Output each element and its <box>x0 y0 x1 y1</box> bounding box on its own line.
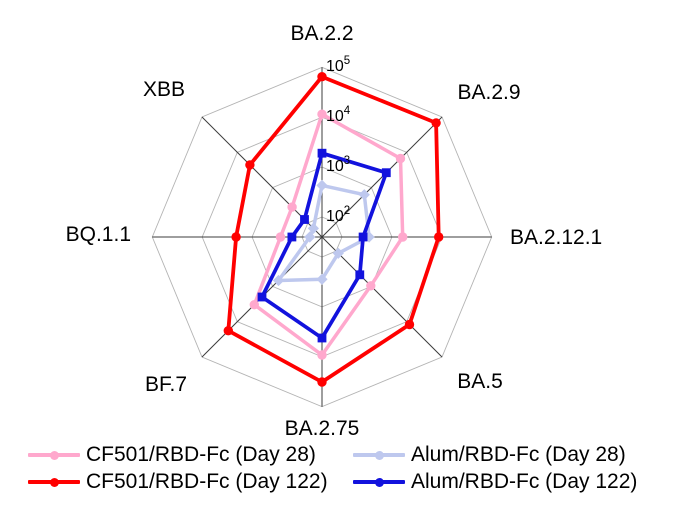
radial-tick-1e4: 104 <box>326 105 351 125</box>
axis-label-bf-7: BF.7 <box>145 373 187 396</box>
series-1-marker <box>431 118 441 128</box>
axis-label-xbb: XBB <box>143 78 185 101</box>
series-2-marker <box>307 222 319 234</box>
legend-swatch-blue <box>353 475 405 489</box>
legend-label: CF501/RBD-Fc (Day 28) <box>86 443 316 466</box>
legend-swatch-lightblue <box>353 448 405 462</box>
legend-swatch-red <box>28 475 80 489</box>
series-layer <box>223 72 444 387</box>
series-2-marker <box>304 231 316 243</box>
series-0-marker <box>395 153 406 164</box>
axis-label-ba-5: BA.5 <box>457 370 503 393</box>
axis-label-bq-1-1: BQ.1.1 <box>66 223 131 246</box>
series-3-marker <box>287 232 297 242</box>
radial-tick-1e5: 105 <box>326 55 350 75</box>
series-0-marker <box>287 202 297 212</box>
series-2-marker <box>272 274 285 287</box>
series-1-marker <box>245 160 255 170</box>
series-2-marker <box>316 273 328 285</box>
series-line-3 <box>259 150 389 341</box>
axis-label-ba-2-2: BA.2.2 <box>290 22 353 45</box>
radial-tick-1e3: 103 <box>326 155 350 175</box>
series-1-marker <box>317 72 327 82</box>
legend-label: CF501/RBD-Fc (Day 122) <box>86 470 328 493</box>
series-3-marker <box>257 292 267 302</box>
radial-tick-labels: 105 104 103 102 <box>326 55 351 225</box>
series-0-marker <box>317 109 327 119</box>
series-0-marker <box>275 232 286 242</box>
legend-item-cf501-day122: CF501/RBD-Fc (Day 122) <box>28 471 328 493</box>
series-0-marker <box>366 281 376 291</box>
legend-item-cf501-day28: CF501/RBD-Fc (Day 28) <box>28 444 316 466</box>
series-0-marker <box>317 350 327 360</box>
series-3-marker <box>355 270 365 280</box>
axis-spoke-ba.5 <box>321 236 443 358</box>
series-3-marker <box>358 232 368 242</box>
series-0-marker <box>398 232 408 242</box>
legend-swatch-pink <box>28 448 80 462</box>
legend-item-alum-day122: Alum/RBD-Fc (Day 122) <box>353 471 637 493</box>
series-1-marker <box>434 232 444 242</box>
series-1-marker <box>317 377 327 387</box>
series-2-marker <box>316 179 328 191</box>
axis-label-ba-2-9: BA.2.9 <box>457 81 520 104</box>
series-1-marker <box>231 232 241 242</box>
axis-label-ba-2-12-1: BA.2.12.1 <box>510 226 602 249</box>
series-2-marker <box>363 231 375 243</box>
axis-label-ba-2-75: BA.2.75 <box>285 417 360 440</box>
series-3-marker <box>381 168 391 178</box>
series-2-marker <box>358 189 370 201</box>
radial-tick-1e2: 102 <box>326 205 350 225</box>
radar-chart: BA.2.2 BA.2.9 BA.2.12.1 BA.5 BA.2.75 BF.… <box>66 22 603 440</box>
series-3-marker <box>317 148 327 158</box>
series-1-marker <box>404 319 415 330</box>
legend-label: Alum/RBD-Fc (Day 28) <box>411 443 626 466</box>
series-3-marker <box>300 215 309 224</box>
series-0-marker <box>249 300 259 310</box>
series-3-marker <box>317 333 327 343</box>
series-2-marker <box>332 247 344 259</box>
legend-item-alum-day28: Alum/RBD-Fc (Day 28) <box>353 444 626 466</box>
series-1-marker <box>223 326 233 336</box>
legend-label: Alum/RBD-Fc (Day 122) <box>411 470 638 493</box>
axis-category-labels: BA.2.2 BA.2.9 BA.2.12.1 BA.5 BA.2.75 BF.… <box>66 22 603 440</box>
